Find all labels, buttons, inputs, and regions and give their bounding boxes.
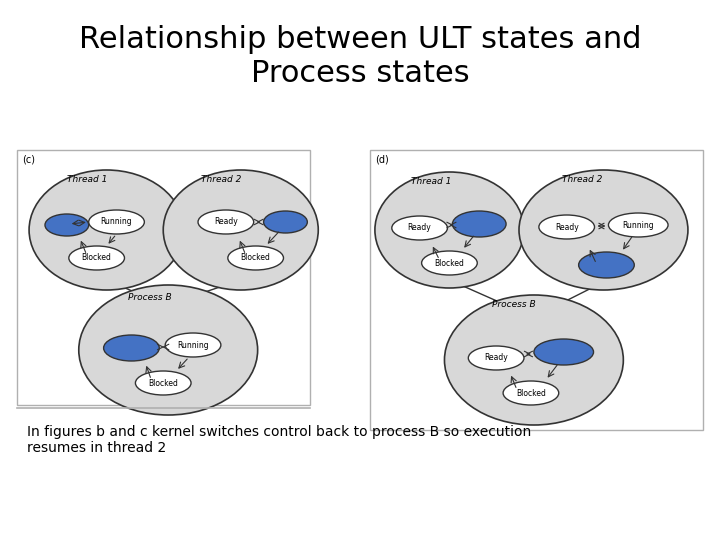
Ellipse shape (579, 252, 634, 278)
Ellipse shape (503, 381, 559, 405)
Ellipse shape (264, 211, 307, 233)
Ellipse shape (539, 215, 595, 239)
Ellipse shape (78, 285, 258, 415)
Text: Thread 2: Thread 2 (562, 175, 603, 184)
Ellipse shape (228, 246, 284, 270)
Text: Running: Running (101, 218, 132, 226)
Text: Thread 1: Thread 1 (66, 175, 107, 184)
Text: Thread 1: Thread 1 (411, 177, 451, 186)
Text: Ready: Ready (485, 354, 508, 362)
Text: Relationship between ULT states and
Process states: Relationship between ULT states and Proc… (78, 25, 642, 87)
Text: Running: Running (622, 220, 654, 230)
Text: Blocked: Blocked (434, 259, 464, 267)
Text: (c): (c) (22, 155, 35, 165)
Text: Blocked: Blocked (240, 253, 271, 262)
Text: Running: Running (177, 341, 209, 349)
FancyBboxPatch shape (370, 150, 703, 430)
Ellipse shape (104, 335, 159, 361)
Text: Ready: Ready (408, 224, 431, 233)
Ellipse shape (534, 339, 593, 365)
Text: Process B: Process B (492, 300, 536, 309)
Text: Ready: Ready (555, 222, 579, 232)
Text: In figures b and c kernel switches control back to process B so execution
resume: In figures b and c kernel switches contr… (27, 425, 531, 455)
Ellipse shape (392, 216, 447, 240)
Ellipse shape (468, 346, 524, 370)
Ellipse shape (422, 251, 477, 275)
Ellipse shape (519, 170, 688, 290)
Ellipse shape (89, 210, 144, 234)
Text: (d): (d) (375, 155, 389, 165)
Text: Blocked: Blocked (148, 379, 178, 388)
Ellipse shape (608, 213, 668, 237)
Ellipse shape (29, 170, 184, 290)
Text: Blocked: Blocked (516, 388, 546, 397)
Ellipse shape (375, 172, 524, 288)
Ellipse shape (165, 333, 221, 357)
Text: Process B: Process B (127, 293, 171, 302)
Ellipse shape (452, 211, 506, 237)
Text: Blocked: Blocked (81, 253, 112, 262)
Text: Thread 2: Thread 2 (201, 175, 241, 184)
FancyBboxPatch shape (17, 150, 310, 405)
Ellipse shape (163, 170, 318, 290)
Ellipse shape (444, 295, 624, 425)
Ellipse shape (45, 214, 89, 236)
Text: Ready: Ready (214, 218, 238, 226)
Ellipse shape (69, 246, 125, 270)
Ellipse shape (198, 210, 253, 234)
Ellipse shape (135, 371, 191, 395)
